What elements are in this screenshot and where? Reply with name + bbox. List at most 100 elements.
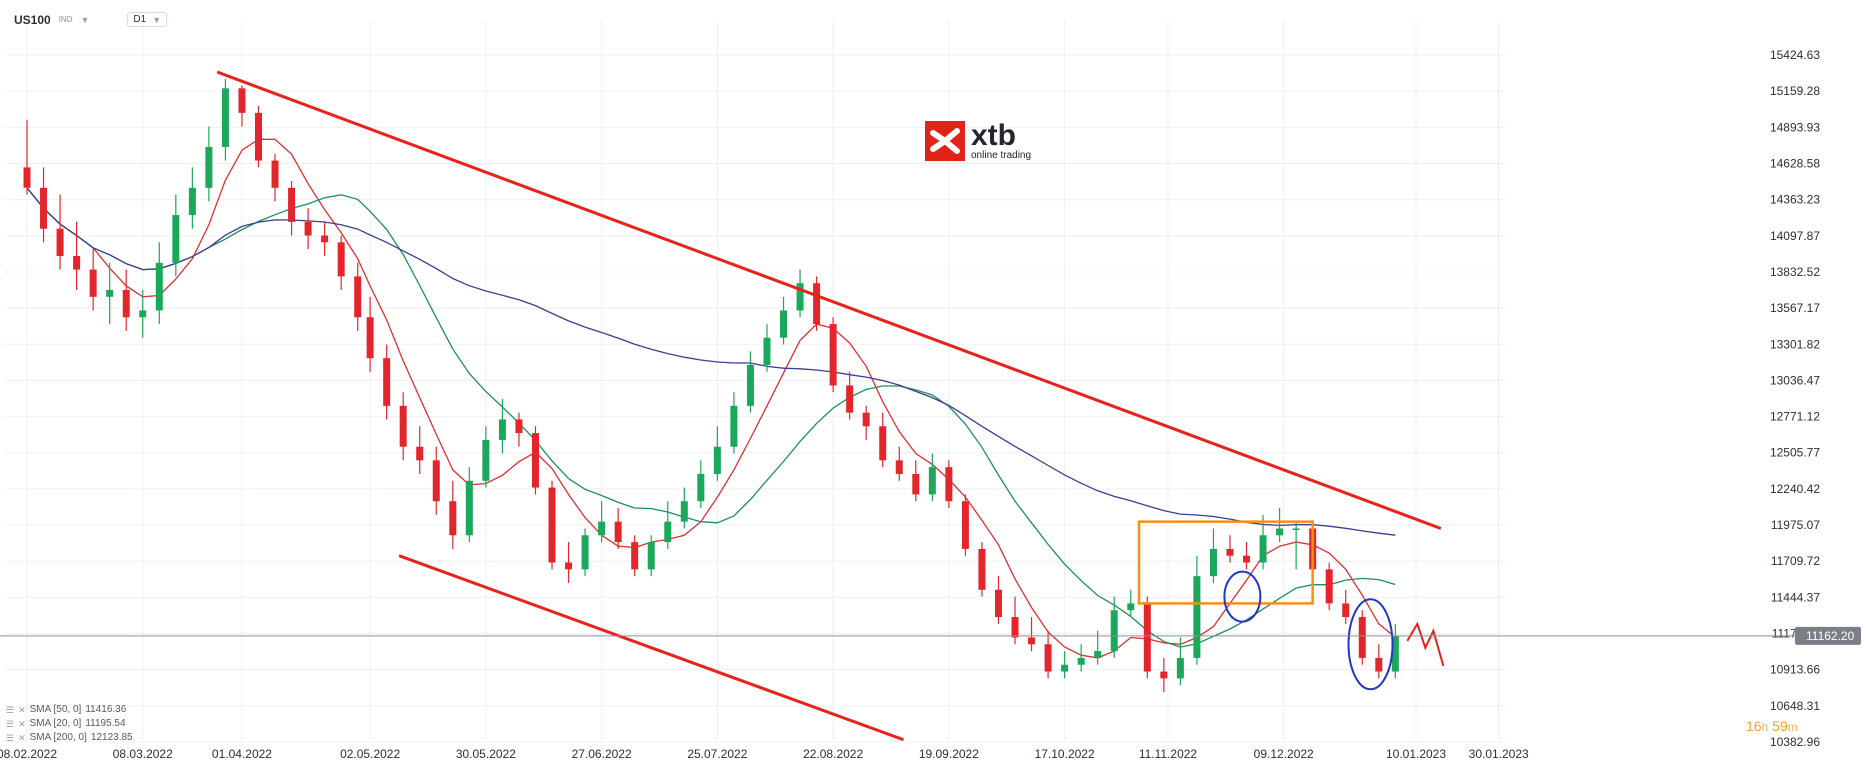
candle-body xyxy=(1259,535,1267,563)
indicator-value: 11195.54 xyxy=(85,718,126,729)
candle xyxy=(581,528,589,577)
legend-row[interactable]: ☰ ✕ SMA [20, 0] 11195.54 xyxy=(6,717,133,731)
candle xyxy=(565,542,573,583)
candle-body xyxy=(945,467,953,502)
candle xyxy=(40,167,48,243)
candle-body xyxy=(565,562,573,570)
candle xyxy=(664,501,672,549)
y-tick-label: 13567.17 xyxy=(1770,301,1820,315)
candle xyxy=(139,290,147,338)
candle xyxy=(366,296,374,372)
candle xyxy=(465,467,473,543)
candle-body xyxy=(205,146,213,188)
candle-body xyxy=(1160,671,1168,679)
candle-body xyxy=(1011,617,1019,638)
candle xyxy=(614,508,622,549)
sma-20-line xyxy=(26,138,1396,659)
candle-body xyxy=(581,535,589,570)
candle-body xyxy=(763,337,771,365)
candle-body xyxy=(713,446,721,474)
candle-body xyxy=(482,439,490,481)
candle xyxy=(354,262,362,331)
candle-body xyxy=(122,290,130,318)
candle-body xyxy=(188,187,196,216)
candle-body xyxy=(994,589,1002,618)
candle xyxy=(337,235,345,291)
candle xyxy=(205,126,213,202)
settings-icon[interactable]: ☰ xyxy=(6,705,15,715)
highlight-ellipse xyxy=(1347,598,1394,691)
candle-body xyxy=(432,460,440,502)
candle-body xyxy=(1110,610,1118,652)
candles xyxy=(23,78,1399,692)
candle-body xyxy=(978,548,986,590)
candle-body xyxy=(1375,657,1383,672)
y-tick-label: 11444.37 xyxy=(1771,590,1820,604)
x-tick-label: 17.10.2022 xyxy=(1035,747,1095,761)
candle-body xyxy=(1292,528,1300,530)
candle-body xyxy=(337,242,345,277)
candle xyxy=(1044,630,1052,679)
close-icon[interactable]: ✕ xyxy=(18,705,26,715)
candle xyxy=(961,494,969,556)
candle xyxy=(697,460,705,509)
candle-body xyxy=(73,255,81,270)
xtb-logo: xtb online trading xyxy=(925,120,1031,161)
candle-body xyxy=(1143,603,1151,672)
candle xyxy=(879,412,887,468)
highlight-ellipse xyxy=(1223,570,1262,623)
candle xyxy=(730,392,738,454)
candle xyxy=(1160,657,1168,692)
legend-row[interactable]: ☰ ✕ SMA [50, 0] 11416.36 xyxy=(6,703,133,717)
close-icon[interactable]: ✕ xyxy=(18,719,26,729)
y-tick-label: 13301.82 xyxy=(1770,337,1820,351)
candle-body xyxy=(89,269,97,297)
candle xyxy=(106,262,114,325)
x-tick-label: 01.04.2022 xyxy=(212,747,272,761)
indicator-value: 11416.36 xyxy=(85,704,127,715)
close-icon[interactable]: ✕ xyxy=(18,733,26,743)
x-tick-label: 08.02.2022 xyxy=(0,747,57,761)
timeframe-select[interactable]: D1 ▼ xyxy=(127,12,168,27)
candle xyxy=(416,426,424,474)
settings-icon[interactable]: ☰ xyxy=(6,733,15,743)
trendline xyxy=(398,554,904,742)
candle-body xyxy=(238,88,246,113)
candle xyxy=(221,78,229,161)
candle-body xyxy=(155,262,163,311)
candle xyxy=(383,344,391,420)
candle xyxy=(829,317,837,393)
candle xyxy=(895,446,903,481)
y-tick-label: 14893.93 xyxy=(1770,120,1820,134)
settings-icon[interactable]: ☰ xyxy=(6,719,15,729)
chevron-down-icon[interactable]: ▼ xyxy=(80,14,90,25)
candle-body xyxy=(846,385,854,413)
indicator-label: SMA [20, 0] xyxy=(29,718,82,729)
candle-body xyxy=(321,235,329,243)
candle xyxy=(1176,637,1184,686)
indicator-value: 12123.85 xyxy=(90,732,133,743)
y-tick-label: 14097.87 xyxy=(1770,229,1820,243)
candle xyxy=(1061,651,1069,679)
candle xyxy=(1292,521,1300,570)
y-tick-label: 15424.63 xyxy=(1770,48,1820,62)
legend-row[interactable]: ☰ ✕ SMA [200, 0] 12123.85 xyxy=(6,731,133,745)
candle-body xyxy=(1094,651,1102,658)
candle xyxy=(1193,555,1201,665)
candle-body xyxy=(1077,657,1085,665)
chart-grid xyxy=(4,20,1505,743)
candle xyxy=(912,460,920,502)
market-label: IND xyxy=(58,15,73,24)
candle-body xyxy=(746,364,754,406)
symbol-label[interactable]: US100 xyxy=(14,12,51,27)
candle-body xyxy=(912,473,920,495)
candle xyxy=(945,460,953,509)
candle-body xyxy=(1044,644,1052,672)
candle-body xyxy=(1325,569,1333,604)
candle-body xyxy=(304,221,312,236)
x-tick-label: 30.01.2023 xyxy=(1469,747,1529,761)
y-tick-label: 12505.77 xyxy=(1770,446,1820,460)
timer-hours: 16 xyxy=(1746,718,1762,734)
candle-body xyxy=(730,405,738,447)
